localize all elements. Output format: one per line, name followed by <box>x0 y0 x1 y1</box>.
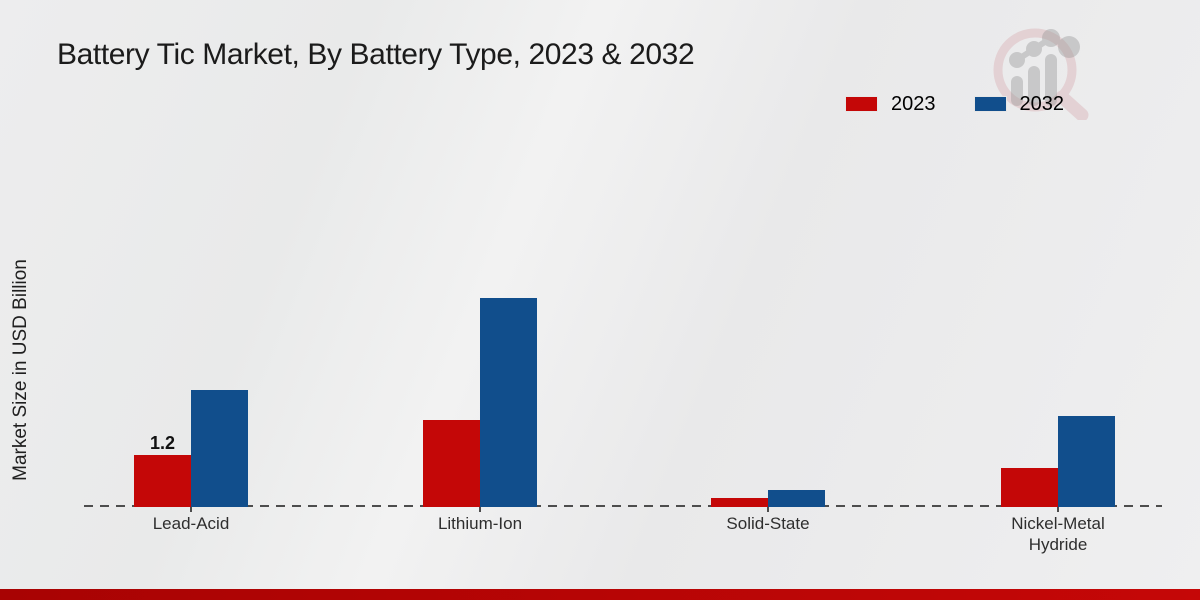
legend-item-2023: 2023 <box>845 94 936 114</box>
footer-accent-bar <box>0 589 1200 600</box>
legend-swatch-2032 <box>973 96 1007 112</box>
x-axis-baseline <box>84 505 1162 507</box>
legend-label-2032: 2032 <box>1019 93 1065 115</box>
category-label: Lead-Acid <box>152 514 230 533</box>
category-label: Nickel-Metal Hydride <box>1011 514 1105 555</box>
bar-2023-lead-acid <box>134 455 191 507</box>
bar-2032-lithium-ion <box>480 298 537 507</box>
x-axis-tick <box>767 507 769 512</box>
bar-2023-nickel-metal-hydride <box>1001 468 1058 507</box>
bar-2023-lithium-ion <box>423 420 480 507</box>
bar-2032-solid-state <box>768 490 825 507</box>
bar-2032-nickel-metal-hydride <box>1058 416 1115 507</box>
bar-2023-solid-state <box>711 498 768 507</box>
x-axis-tick <box>190 507 192 512</box>
legend-swatch-2023 <box>845 96 878 112</box>
chart-title: Battery Tic Market, By Battery Type, 202… <box>57 38 695 71</box>
watermark-logo <box>993 28 1089 120</box>
category-label: Solid-State <box>726 514 810 533</box>
legend: 2023 2032 <box>845 94 1064 114</box>
legend-item-2032: 2032 <box>973 93 1065 115</box>
bar-value-label: 1.2 <box>149 433 176 453</box>
bar-2032-lead-acid <box>191 390 248 507</box>
category-label: Lithium-Ion <box>437 514 523 533</box>
x-axis-tick <box>1057 507 1059 512</box>
x-axis-tick <box>479 507 481 512</box>
legend-label-2023: 2023 <box>891 93 936 115</box>
